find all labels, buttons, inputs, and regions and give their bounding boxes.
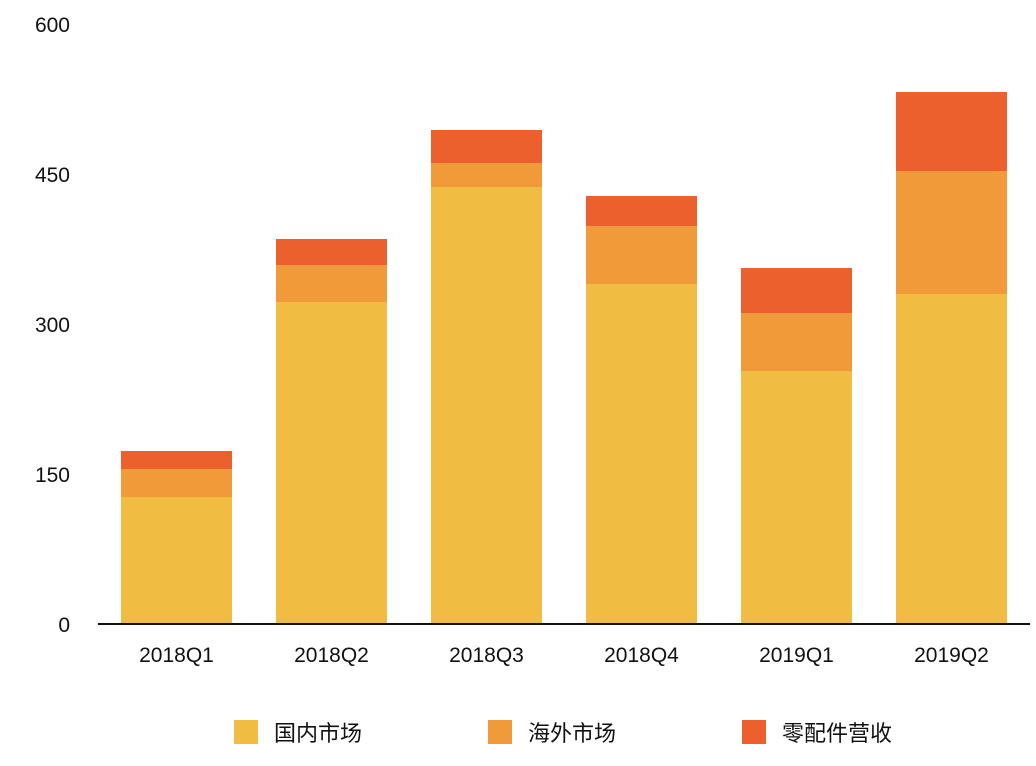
bar-segment bbox=[586, 196, 697, 226]
legend-swatch-overseas bbox=[488, 720, 512, 744]
bar-segment bbox=[586, 226, 697, 284]
legend-label-domestic: 国内市场 bbox=[274, 722, 363, 747]
legend-swatch-domestic bbox=[234, 720, 258, 744]
legend: 国内市场 海外市场 零配件营收 bbox=[0, 712, 1036, 752]
legend-label-parts: 零配件营收 bbox=[782, 722, 893, 747]
legend-label-overseas: 海外市场 bbox=[528, 722, 617, 747]
bar-segment bbox=[896, 294, 1007, 624]
x-tick-label: 2018Q2 bbox=[294, 644, 369, 667]
y-axis-tick-labels: 0 150 300 450 600 bbox=[35, 14, 70, 637]
bar-segment bbox=[431, 130, 542, 163]
x-tick-label: 2018Q3 bbox=[449, 644, 524, 667]
bar-segment bbox=[896, 171, 1007, 294]
bar-segment bbox=[431, 187, 542, 624]
legend-item-overseas: 海外市场 bbox=[488, 712, 616, 752]
x-axis-tick-labels: 2018Q1 2018Q2 2018Q3 2018Q4 2019Q1 2019Q2 bbox=[139, 644, 989, 667]
y-tick-label: 300 bbox=[35, 314, 70, 337]
bar-segment bbox=[741, 313, 852, 371]
x-tick-label: 2019Q2 bbox=[914, 644, 989, 667]
legend-swatch-parts bbox=[742, 720, 766, 744]
bar-segment bbox=[276, 265, 387, 302]
bar-segment bbox=[121, 497, 232, 624]
bar-segment bbox=[121, 451, 232, 469]
bar-segment bbox=[896, 92, 1007, 171]
bar-segment bbox=[121, 469, 232, 497]
bar-segment bbox=[431, 163, 542, 187]
x-tick-label: 2019Q1 bbox=[759, 644, 834, 667]
bar-segment bbox=[276, 239, 387, 265]
x-tick-label: 2018Q4 bbox=[604, 644, 679, 667]
bar-segment bbox=[741, 371, 852, 624]
legend-item-domestic: 国内市场 bbox=[234, 712, 362, 752]
y-tick-label: 150 bbox=[35, 464, 70, 487]
y-tick-label: 0 bbox=[58, 614, 70, 637]
bar-stacks bbox=[121, 92, 1007, 624]
bar-segment bbox=[276, 302, 387, 624]
y-tick-label: 450 bbox=[35, 164, 70, 187]
bar-segment bbox=[586, 284, 697, 624]
legend-item-parts: 零配件营收 bbox=[742, 712, 892, 752]
y-tick-label: 600 bbox=[35, 14, 70, 37]
bar-segment bbox=[741, 268, 852, 313]
x-tick-label: 2018Q1 bbox=[139, 644, 214, 667]
